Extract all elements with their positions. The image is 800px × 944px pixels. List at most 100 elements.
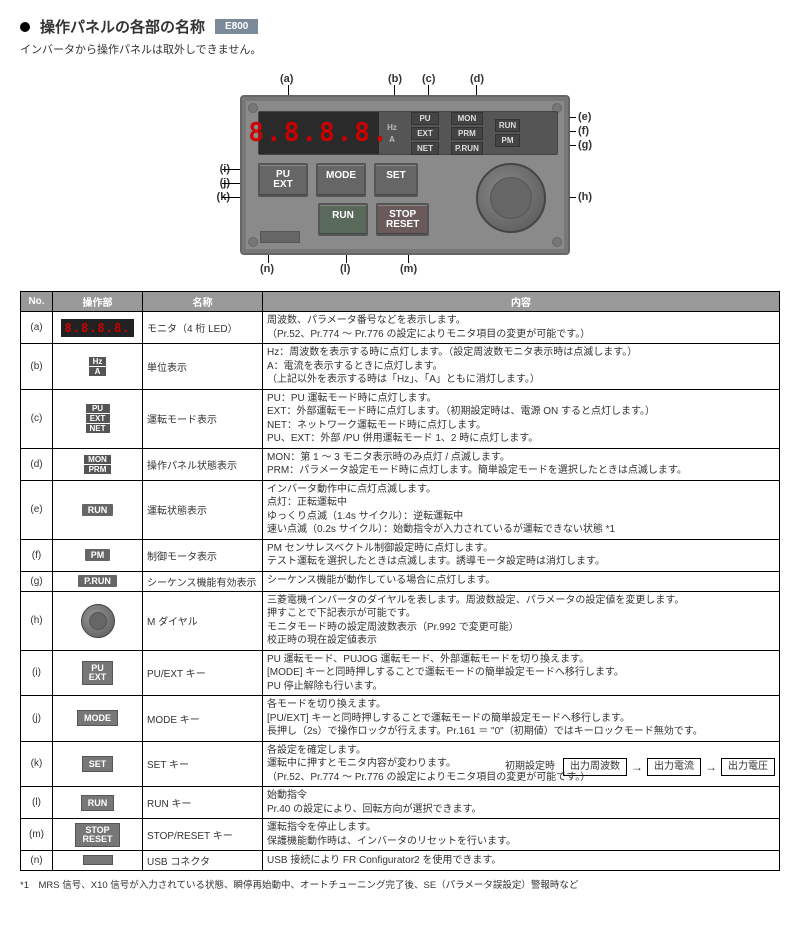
callout-d: (d)	[470, 73, 484, 85]
table-row: (n)USB コネクタUSB 接続により FR Configurator2 を使…	[21, 851, 780, 871]
callout-b: (b)	[388, 73, 402, 85]
cell-op-icon: RUN	[53, 787, 143, 819]
table-row: (f)PM制御モータ表示PM センサレスベクトル制御設定時に点灯します。テスト運…	[21, 539, 780, 571]
flow-diagram: 初期設定時出力周波数→出力電流→出力電圧	[505, 758, 775, 776]
cell-desc: 運転指令を停止します。保護機能動作時は、インバータのリセットを行います。	[263, 819, 780, 851]
stop-reset-button[interactable]: STOP RESET	[376, 203, 429, 236]
callout-h: (h)	[578, 191, 592, 203]
cell-name: MODE キー	[143, 696, 263, 742]
hz-led: Hz	[387, 123, 397, 132]
prun-led: P.RUN	[451, 142, 483, 155]
cell-no: (i)	[21, 650, 53, 696]
callout-a: (a)	[280, 73, 293, 85]
table-row: (e)RUN運転状態表示インバータ動作中に点灯点滅します。点灯：正転運転中ゆっく…	[21, 480, 780, 539]
table-row: (a)8.8.8.8.モニタ（4 桁 LED）周波数、パラメータ番号などを表示し…	[21, 312, 780, 344]
table-header-row: No. 操作部 名称 内容	[21, 292, 780, 312]
pm-led: PM	[495, 134, 520, 147]
callout-f: (f)	[578, 125, 589, 137]
cell-no: (d)	[21, 448, 53, 480]
cell-no: (f)	[21, 539, 53, 571]
cell-no: (h)	[21, 591, 53, 650]
callout-l: (l)	[340, 263, 350, 275]
cell-op-icon: 8.8.8.8.	[53, 312, 143, 344]
cell-name: RUN キー	[143, 787, 263, 819]
panel-diagram: (a) (b) (c) (d) (e) (f) (g) (h) (i) (j) …	[130, 67, 670, 277]
seg-digits: 8.8.8.8.	[248, 118, 389, 148]
cell-no: (n)	[21, 851, 53, 871]
run-button[interactable]: RUN	[318, 203, 368, 236]
th-no: No.	[21, 292, 53, 312]
cell-desc: 周波数、パラメータ番号などを表示します。（Pr.52、Pr.774 ～ Pr.7…	[263, 312, 780, 344]
cell-op-icon: HzA	[53, 344, 143, 390]
cell-no: (b)	[21, 344, 53, 390]
table-row: (m)STOP RESETSTOP/RESET キー運転指令を停止します。保護機…	[21, 819, 780, 851]
th-desc: 内容	[263, 292, 780, 312]
cell-name: 制御モータ表示	[143, 539, 263, 571]
callout-k: (k)	[130, 191, 230, 203]
cell-name: モニタ（4 桁 LED）	[143, 312, 263, 344]
table-row: (h)M ダイヤル三菱電機インバータのダイヤルを表します。周波数設定、パラメータ…	[21, 591, 780, 650]
cell-op-icon: PU EXT	[53, 650, 143, 696]
callout-m: (m)	[400, 263, 417, 275]
unit-led-col: Hz A	[379, 112, 405, 154]
th-op: 操作部	[53, 292, 143, 312]
set-button[interactable]: SET	[374, 163, 418, 197]
cell-desc: Hz：周波数を表示する時に点灯します。（設定周波数モニタ表示時は点滅します。）A…	[263, 344, 780, 390]
table-row: (b)HzA単位表示Hz：周波数を表示する時に点灯します。（設定周波数モニタ表示…	[21, 344, 780, 390]
button-row-2: RUN STOP RESET	[318, 203, 429, 236]
mon-led: MON	[451, 112, 483, 125]
cell-desc: 各設定を確定します。運転中に押すとモニタ内容が変わります。（Pr.52、Pr.7…	[263, 741, 780, 787]
cell-desc: インバータ動作中に点灯点滅します。点灯：正転運転中ゆっくり点滅（1.4s サイク…	[263, 480, 780, 539]
seven-segment-display: 8.8.8.8.	[259, 112, 379, 154]
cell-op-icon: MONPRM	[53, 448, 143, 480]
cell-no: (m)	[21, 819, 53, 851]
prm-led: PRM	[451, 127, 483, 140]
mode-button[interactable]: MODE	[316, 163, 366, 197]
cell-desc: PM センサレスベクトル制御設定時に点灯します。テスト運転を選択したときは点滅し…	[263, 539, 780, 571]
cell-desc: PU 運転モード、PUJOG 運転モード、外部運転モードを切り換えます。[MOD…	[263, 650, 780, 696]
cell-op-icon: STOP RESET	[53, 819, 143, 851]
cell-no: (g)	[21, 571, 53, 591]
puext-button[interactable]: PU EXT	[258, 163, 308, 197]
cell-name: 運転モード表示	[143, 389, 263, 448]
cell-op-icon: SET	[53, 741, 143, 787]
cell-desc: シーケンス機能が動作している場合に点灯します。	[263, 571, 780, 591]
usb-connector[interactable]	[260, 231, 300, 243]
callout-g: (g)	[578, 139, 592, 151]
callout-c: (c)	[422, 73, 435, 85]
table-row: (c)PUEXTNET運転モード表示PU：PU 運転モード時に点灯します。EXT…	[21, 389, 780, 448]
callout-j: (j)	[130, 177, 230, 189]
cell-desc: 各モードを切り換えます。[PU/EXT] キーと同時押しすることで運転モードの簡…	[263, 696, 780, 742]
cell-desc: PU：PU 運転モード時に点灯します。EXT：外部運転モード時に点灯します。（初…	[263, 389, 780, 448]
ext-led: EXT	[411, 127, 439, 140]
table-row: (j)MODEMODE キー各モードを切り換えます。[PU/EXT] キーと同時…	[21, 696, 780, 742]
mode-led-group: PU EXT NET	[405, 112, 445, 154]
cell-op-icon: PUEXTNET	[53, 389, 143, 448]
cell-no: (c)	[21, 389, 53, 448]
title-row: 操作パネルの各部の名称 E800	[20, 16, 780, 37]
cell-no: (j)	[21, 696, 53, 742]
cell-op-icon: MODE	[53, 696, 143, 742]
cell-name: SET キー	[143, 741, 263, 787]
cell-no: (a)	[21, 312, 53, 344]
run-led: RUN	[495, 119, 520, 132]
callout-e: (e)	[578, 111, 591, 123]
footnote: *1 MRS 信号、X10 信号が入力されている状態、瞬停再始動中、オートチュー…	[20, 877, 780, 891]
cell-desc: 始動指令Pr.40 の設定により、回転方向が選択できます。	[263, 787, 780, 819]
run-led-group: RUN PM	[489, 112, 526, 154]
cell-name: シーケンス機能有効表示	[143, 571, 263, 591]
button-row-1: PU EXT MODE SET	[258, 163, 418, 197]
display-area: 8.8.8.8. Hz A PU EXT NET MON PRM P.RUN R…	[258, 111, 558, 155]
table-row: (d)MONPRM操作パネル状態表示MON：第 1 ～ 3 モニタ表示時のみ点灯…	[21, 448, 780, 480]
pu-led: PU	[411, 112, 439, 125]
cell-name: M ダイヤル	[143, 591, 263, 650]
table-row: (k)SETSET キー各設定を確定します。運転中に押すとモニタ内容が変わります…	[21, 741, 780, 787]
parts-table: No. 操作部 名称 内容 (a)8.8.8.8.モニタ（4 桁 LED）周波数…	[20, 291, 780, 871]
m-dial[interactable]	[476, 163, 546, 233]
a-led: A	[389, 135, 395, 144]
page-subtitle: インバータから操作パネルは取外しできません。	[20, 41, 780, 57]
table-row: (g)P.RUNシーケンス機能有効表示シーケンス機能が動作している場合に点灯しま…	[21, 571, 780, 591]
cell-op-icon: P.RUN	[53, 571, 143, 591]
cell-name: STOP/RESET キー	[143, 819, 263, 851]
net-led: NET	[411, 142, 439, 155]
